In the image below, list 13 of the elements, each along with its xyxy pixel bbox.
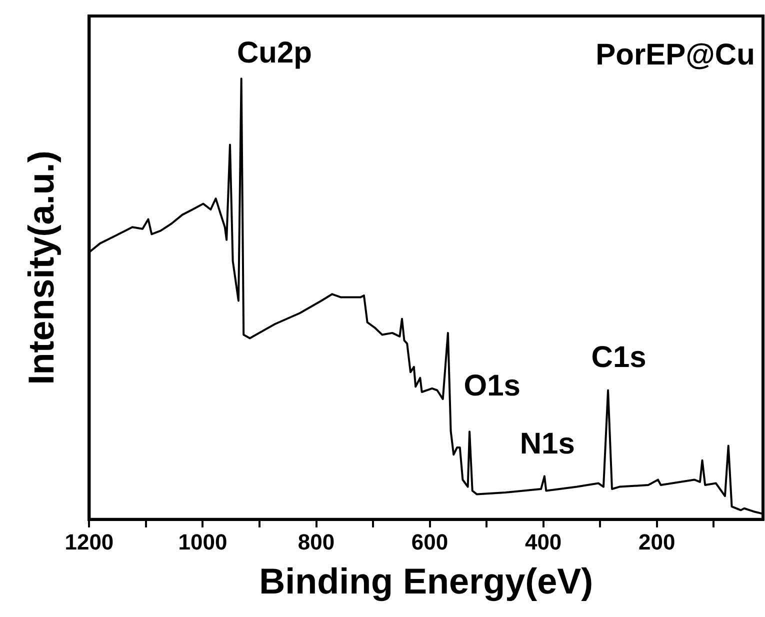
x-tick-label: 600 (411, 530, 448, 555)
x-tick-label: 1000 (178, 530, 228, 555)
annotation: N1s (520, 427, 575, 460)
x-tick-label: 400 (524, 530, 562, 555)
y-axis-title: Intensity(a.u.) (20, 150, 62, 385)
text: Cu2p (236, 36, 312, 70)
x-axis-title: Binding Energy(eV) (259, 560, 594, 602)
x-tick-label: 200 (638, 530, 676, 555)
x-tick-label: 800 (298, 530, 335, 555)
x-tick-label: 1200 (64, 530, 114, 555)
text: PorEP@Cu (596, 38, 755, 72)
annotation: C1s (591, 340, 646, 374)
annotation: O1s (464, 370, 520, 403)
